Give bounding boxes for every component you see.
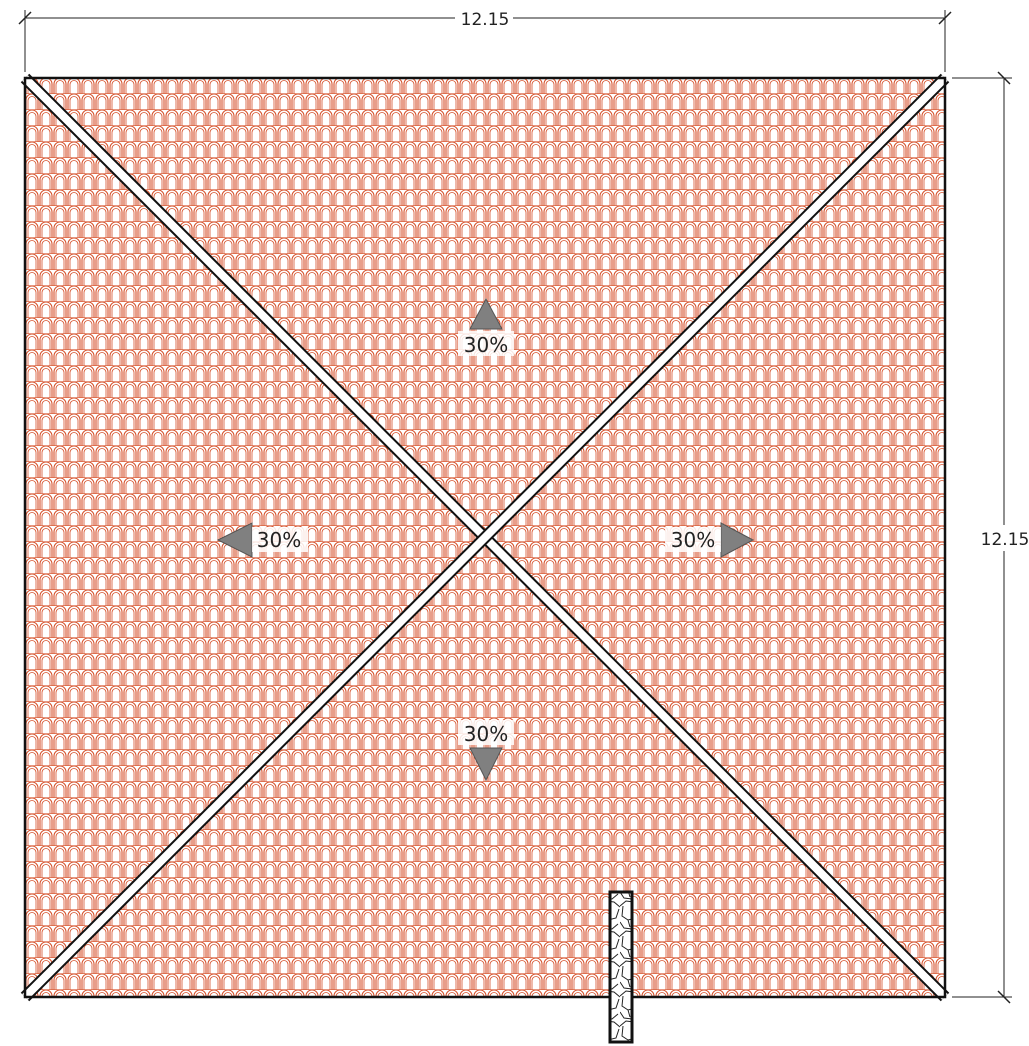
chimney — [608, 890, 634, 1044]
slope-label-left: 30% — [257, 528, 301, 552]
slope-label-right: 30% — [671, 528, 715, 552]
height-dimension-label: 12.15 — [981, 530, 1029, 550]
slope-label-bottom: 30% — [464, 722, 508, 746]
slope-arrow-up-icon — [469, 297, 503, 330]
top-dimension — [18, 8, 952, 72]
hip-lines — [20, 73, 950, 1002]
width-dimension-label: 12.15 — [461, 10, 510, 30]
roof-outline — [23, 76, 947, 999]
slope-label-top: 30% — [464, 333, 508, 357]
right-dimension — [952, 71, 1029, 1004]
slope-arrow-down-icon — [469, 747, 503, 782]
